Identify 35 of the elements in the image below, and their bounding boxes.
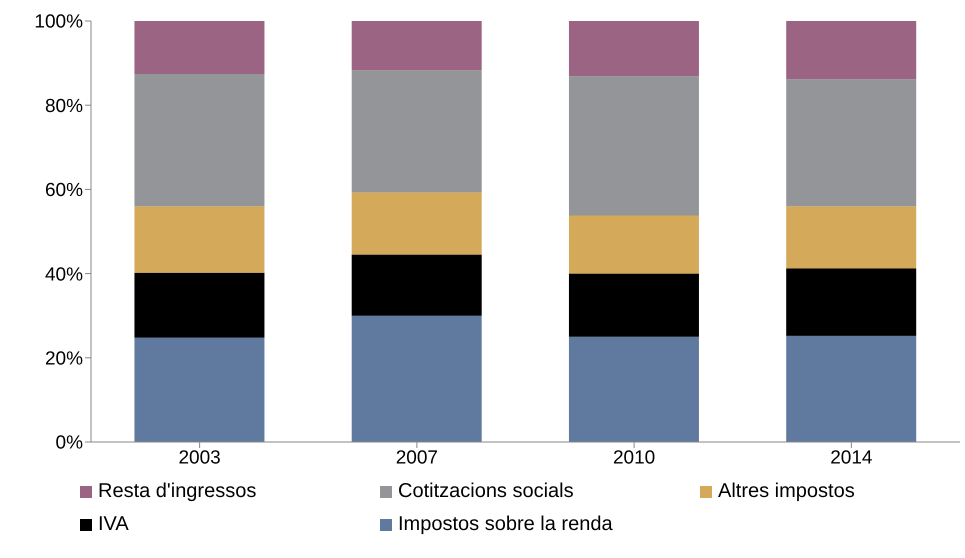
x-tick-label: 2010 bbox=[612, 447, 656, 468]
bar bbox=[568, 21, 699, 76]
legend-label: Impostos sobre la renda bbox=[398, 513, 613, 536]
bar bbox=[134, 21, 264, 74]
bar bbox=[786, 336, 916, 442]
bar bbox=[786, 79, 916, 206]
x-tick-label: 2003 bbox=[178, 447, 221, 468]
bar bbox=[352, 70, 482, 192]
bar bbox=[134, 206, 264, 273]
bar bbox=[568, 216, 699, 274]
y-tick-label: 20% bbox=[44, 348, 84, 370]
legend-label: IVA bbox=[98, 513, 129, 536]
bar bbox=[352, 254, 482, 316]
bar bbox=[352, 316, 482, 442]
bar bbox=[786, 21, 916, 80]
y-tick-label: 60% bbox=[44, 180, 84, 202]
bar bbox=[568, 274, 699, 337]
bar bbox=[134, 272, 264, 338]
bar bbox=[786, 268, 916, 336]
legend-label: Cotitzacions socials bbox=[398, 480, 574, 503]
bar bbox=[568, 76, 699, 216]
legend-label: Resta d'ingressos bbox=[98, 480, 256, 503]
bar bbox=[134, 74, 264, 206]
y-tick-label: 80% bbox=[44, 96, 84, 117]
bar bbox=[134, 338, 264, 442]
y-tick-label: 0% bbox=[56, 432, 84, 454]
legend-label: Altres impostos bbox=[718, 480, 855, 503]
bar bbox=[352, 21, 482, 70]
x-tick-label: 2014 bbox=[830, 447, 873, 468]
y-tick-label: 40% bbox=[44, 264, 84, 286]
bar bbox=[568, 336, 699, 442]
bar bbox=[786, 206, 916, 269]
x-tick-label: 2007 bbox=[396, 447, 438, 468]
y-tick-label: 100% bbox=[34, 12, 84, 33]
bar bbox=[352, 192, 482, 255]
